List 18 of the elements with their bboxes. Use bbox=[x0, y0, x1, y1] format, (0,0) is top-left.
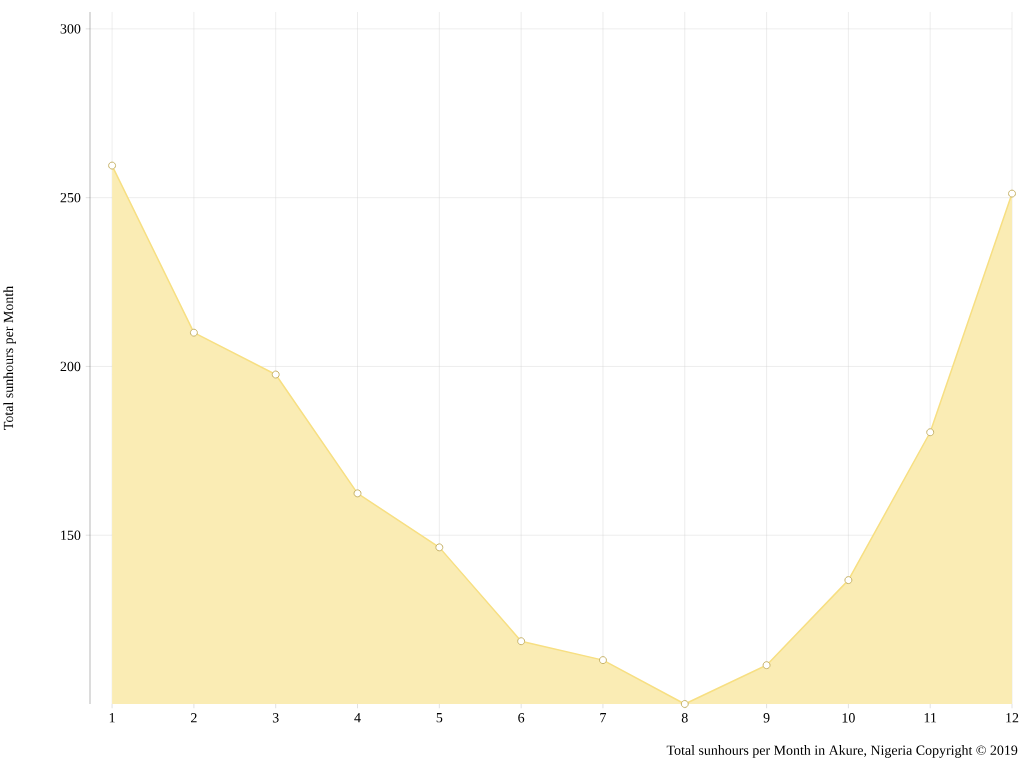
x-tick-label: 1 bbox=[109, 713, 115, 723]
y-tick-label: 150 bbox=[61, 530, 81, 540]
x-tick-label: 9 bbox=[763, 713, 770, 723]
x-tick-label: 10 bbox=[842, 713, 855, 723]
x-tick-label: 7 bbox=[600, 713, 607, 723]
x-tick-label: 4 bbox=[354, 713, 361, 723]
x-tick-label: 8 bbox=[681, 713, 688, 723]
y-axis-title: Total sunhours per Month bbox=[3, 286, 16, 430]
y-tick-label: 200 bbox=[60, 361, 81, 372]
x-tick-label: 5 bbox=[436, 713, 443, 723]
text: Total sunhours per Month in Akure, Nigeria Copyright © 2019 bbox=[666, 745, 1018, 758]
y-tick-label: 300 bbox=[60, 24, 81, 34]
y-tick-label: 250 bbox=[60, 192, 81, 203]
x-tick-label: 11 bbox=[924, 713, 937, 723]
x-tick-label: 6 bbox=[518, 713, 525, 723]
x-tick-label: 12 bbox=[1006, 713, 1019, 723]
x-tick-label: 3 bbox=[272, 713, 279, 723]
x-tick-label: 2 bbox=[191, 713, 197, 723]
